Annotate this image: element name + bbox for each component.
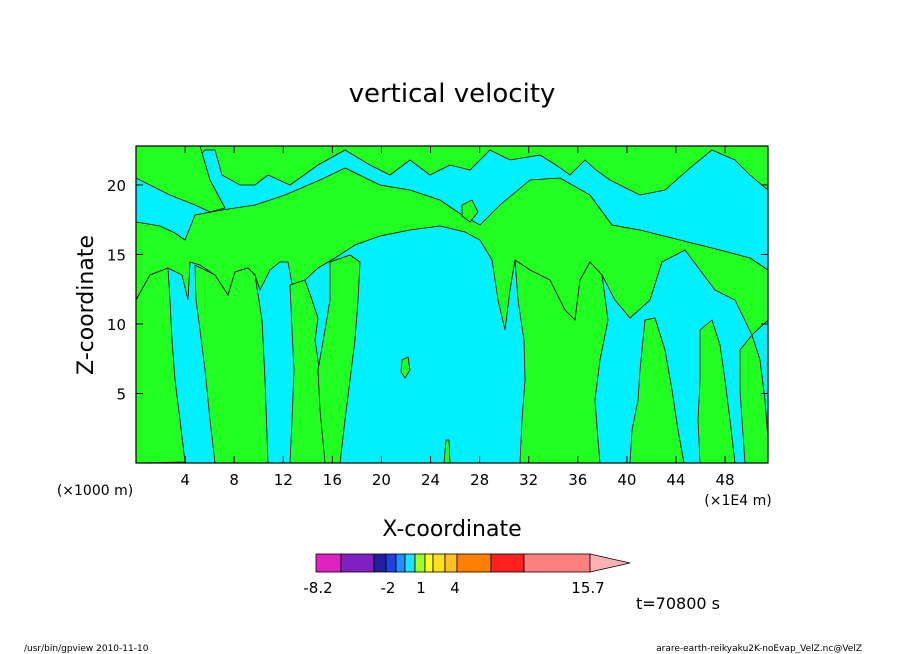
x-tick-label: 36 xyxy=(568,471,587,489)
y-tick-label: 20 xyxy=(107,177,126,195)
colorbar-label-4: 4 xyxy=(450,579,460,597)
colorbar-segment xyxy=(315,553,342,573)
colorbar-segment xyxy=(456,553,492,573)
column-x6 xyxy=(194,264,269,464)
colorbar-segment xyxy=(373,553,387,573)
island-small-3 xyxy=(461,199,479,223)
chart-title: vertical velocity xyxy=(349,79,556,109)
y-axis-label: Z-coordinate xyxy=(74,235,99,375)
x-tick-label: 8 xyxy=(229,471,239,489)
colorbar-segment xyxy=(490,553,525,573)
x-units-right: (×1E4 m) xyxy=(704,493,771,509)
colorbar-label-1: 1 xyxy=(416,579,426,597)
x-tick-label: 40 xyxy=(617,471,636,489)
upper-left-lobe xyxy=(135,145,226,213)
y-axis-ticks: 5 10 15 20 xyxy=(107,177,768,403)
footer-right: arare-earth-reikyaku2K-noEvap_VelZ.nc@Ve… xyxy=(656,644,862,654)
x-units-left: (×1000 m) xyxy=(57,483,133,499)
x-tick-label: 44 xyxy=(666,471,685,489)
colorbar xyxy=(315,553,631,573)
x-tick-label: 20 xyxy=(372,471,391,489)
island-small-1 xyxy=(400,356,411,379)
column-x16 xyxy=(317,254,361,464)
x-axis-ticks: 4 8 12 16 20 24 28 32 36 40 44 48 xyxy=(180,146,735,489)
colorbar-arrow xyxy=(589,553,631,573)
colorbar-label-neg2: -2 xyxy=(381,579,396,597)
colorbar-label-min: -8.2 xyxy=(303,579,332,597)
x-tick-label: 24 xyxy=(421,471,440,489)
column-x47 xyxy=(697,319,736,464)
x-tick-label: 4 xyxy=(180,471,190,489)
x-tick-label: 32 xyxy=(519,471,538,489)
colorbar-segment xyxy=(385,553,397,573)
y-tick-label: 10 xyxy=(107,316,126,334)
colorbar-segment xyxy=(414,553,426,573)
x-tick-label: 48 xyxy=(716,471,735,489)
colorbar-label-max: 15.7 xyxy=(571,579,604,597)
y-tick-label: 5 xyxy=(116,385,126,403)
right-positive-region xyxy=(514,259,609,464)
y-tick-label: 15 xyxy=(107,246,126,264)
colorbar-segment xyxy=(444,553,458,573)
footer-left: /usr/bin/gpview 2010-11-10 xyxy=(24,644,149,654)
colorbar-segment xyxy=(395,553,406,573)
colorbar-labels: -8.2 -2 1 4 15.7 xyxy=(303,579,604,597)
x-axis-label: X-coordinate xyxy=(382,517,521,542)
colorbar-segment xyxy=(432,553,446,573)
colorbar-segment xyxy=(523,553,591,573)
plot-frame xyxy=(135,145,769,464)
x-tick-label: 16 xyxy=(323,471,342,489)
colorbar-segment xyxy=(424,553,434,573)
time-label: t=70800 s xyxy=(636,594,720,613)
x-tick-label: 28 xyxy=(470,471,489,489)
x-tick-label: 12 xyxy=(274,471,293,489)
upper-positive-band xyxy=(135,145,769,196)
colorbar-segment xyxy=(404,553,416,573)
colorbar-segment xyxy=(340,553,375,573)
